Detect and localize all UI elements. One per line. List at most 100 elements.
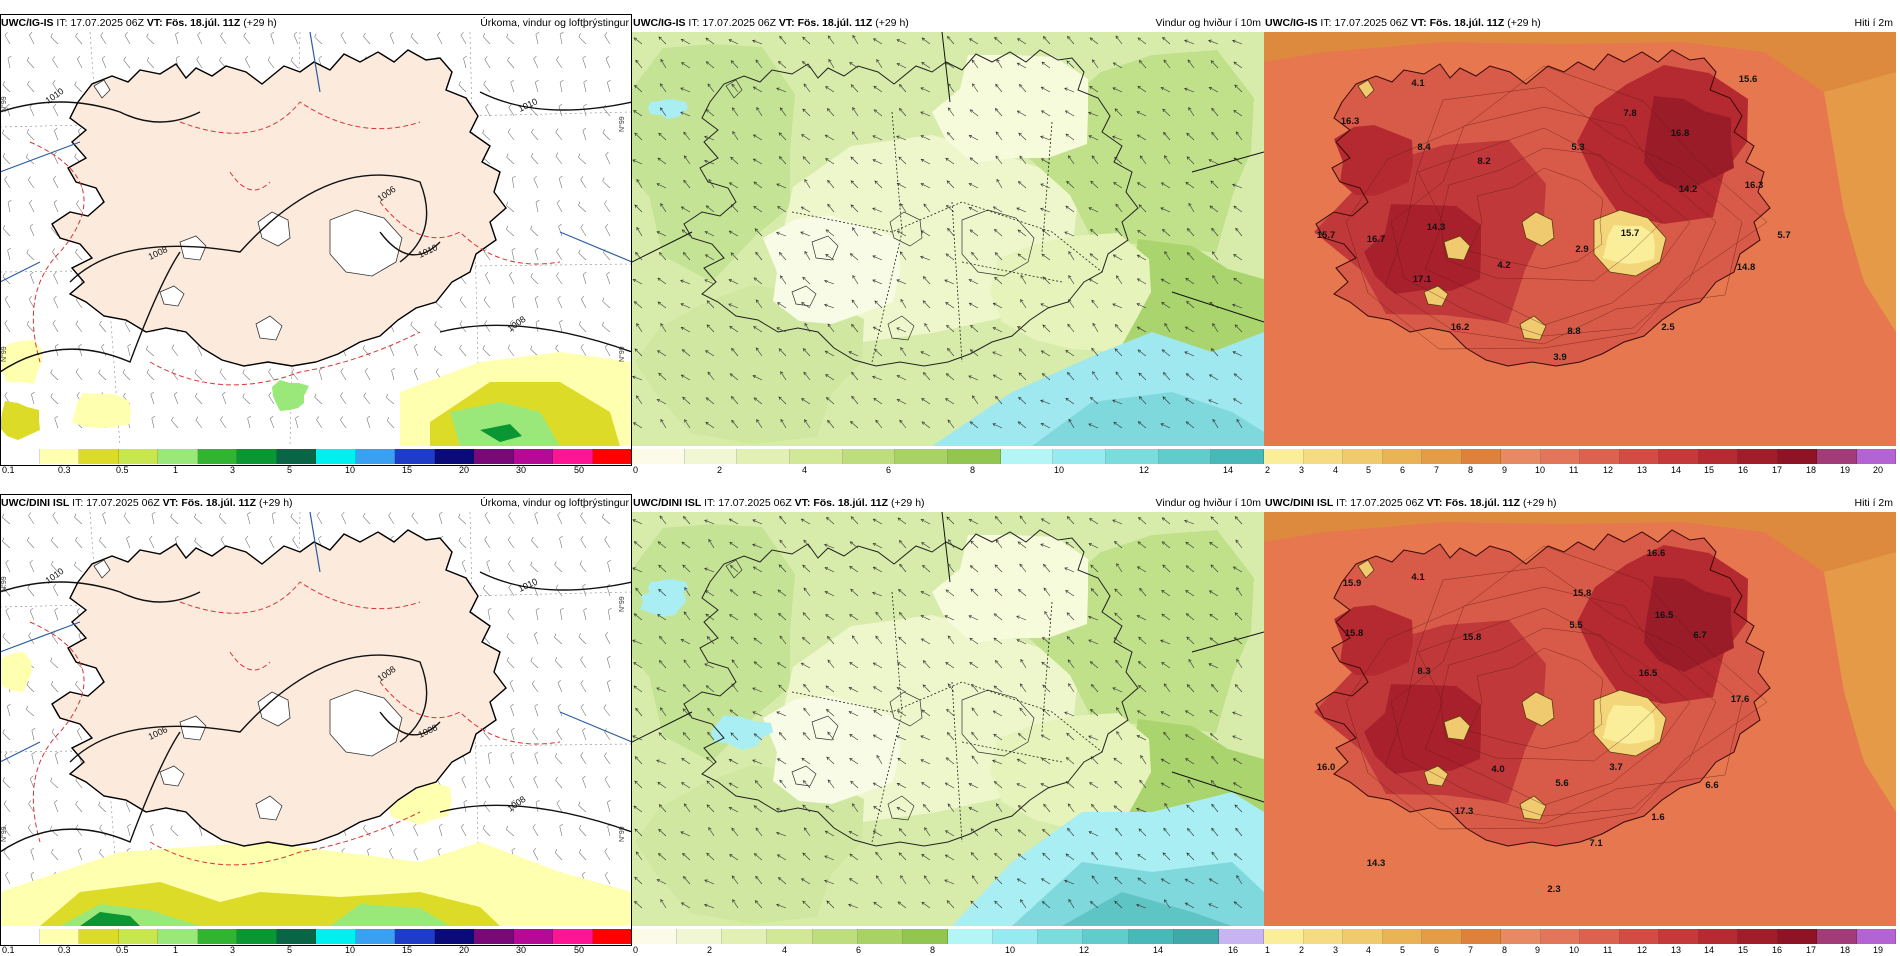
wind-arrow (1232, 351, 1243, 357)
colorbar-swatch (947, 929, 994, 944)
wind-arrow (1137, 134, 1147, 141)
wind-arrow (660, 107, 667, 117)
wind-arrow (945, 662, 955, 669)
wind-barb-flag (194, 369, 197, 374)
wind-arrow-head (777, 302, 781, 306)
glacier-outline (159, 765, 185, 787)
wind-arrow (1139, 60, 1147, 69)
wind-arrow-head (875, 419, 879, 424)
glacier-outline (329, 689, 403, 757)
wind-arrow-head (920, 158, 925, 162)
panel-temp-igis: UWC/IG-IS IT: 17.07.2025 06Z VT: Fös. 18… (1264, 14, 1896, 476)
wind-arrow-head (824, 543, 828, 547)
wind-arrow-head (752, 687, 756, 691)
iceland-land (51, 529, 507, 847)
wind-arrow (706, 300, 715, 309)
isobars (0, 571, 632, 853)
model-name: UWC/DINI ISL (1, 497, 70, 509)
wind-barb-flag (413, 847, 417, 852)
wind-arrow-head (803, 683, 807, 688)
wind-arrow-head (920, 615, 925, 619)
wind-arrow (779, 539, 787, 549)
wind-arrow (872, 135, 883, 141)
wind-arrow-head (825, 685, 829, 689)
temp-map[interactable]: 15.9 4.1 15.8 15.8 5.5 16.6 16.5 6.7 15.8 8.3 16.5… (1264, 512, 1896, 926)
wind-barb (76, 299, 83, 309)
wind-arrow-head (968, 302, 973, 306)
wind-barb-flag (559, 535, 563, 539)
colorbar-swatch (1817, 449, 1857, 464)
wind-map[interactable] (632, 32, 1264, 446)
wind-arrow-head (803, 707, 807, 712)
precip-map[interactable]: 1010 1010 1006 1008 1008 1010 N°99 N°99 N°99 N°99 (0, 32, 632, 446)
colorbar-label: 7 (1468, 945, 1474, 955)
wind-arrow (994, 853, 1003, 861)
wind-arrow (778, 396, 787, 405)
wind-arrow (1041, 423, 1051, 429)
wind-barb (198, 826, 203, 837)
init-time: 17.07.2025 06Z (1350, 497, 1424, 509)
wind-arrow (849, 758, 859, 765)
wind-arrow-head (1040, 135, 1044, 139)
wind-arrow-head (755, 875, 759, 880)
temperature-value-label: 17.3 (1455, 806, 1474, 817)
isotherm-line (1390, 106, 1717, 337)
wind-arrow-head (753, 205, 757, 210)
wind-arrow (804, 419, 811, 429)
wind-arrow (946, 205, 955, 213)
wind-arrow-head (778, 252, 783, 256)
colorbar-swatch (1422, 929, 1462, 944)
wind-arrow-head (1208, 87, 1213, 91)
wind-barb (603, 108, 611, 117)
wind-barb (558, 226, 563, 237)
wind-arrow-head (1184, 710, 1189, 714)
wind-arrow (635, 756, 643, 765)
wind-arrow (948, 539, 955, 549)
wind-barb (602, 325, 611, 333)
wind-arrow-head (731, 827, 735, 832)
glacier-outline (93, 79, 111, 99)
wind-map[interactable] (632, 512, 1264, 926)
wind-arrow (1091, 155, 1099, 165)
wind-arrow-head (968, 183, 973, 187)
temperature-contour (229, 171, 271, 191)
wind-arrow (1162, 852, 1171, 861)
wind-arrow (1020, 275, 1027, 285)
wind-arrow-head (851, 299, 855, 303)
wind-barb (363, 828, 371, 837)
wind-barb-flag (555, 776, 558, 781)
wind-arrow-head (1160, 182, 1165, 186)
temperature-value-label: 4.0 (1491, 764, 1504, 775)
wind-arrow (1160, 87, 1171, 93)
wind-arrow-head (946, 732, 951, 736)
wind-arrow (753, 733, 763, 741)
colorbar-label: 0.1 (2, 945, 15, 955)
wind-arrow (1212, 251, 1219, 261)
wind-arrow (946, 373, 955, 381)
wind-barb (580, 707, 587, 717)
colorbar-swatch (1211, 449, 1264, 464)
wind-arrow-head (1089, 86, 1093, 90)
precip-map[interactable]: 1010 1010 1008 1006 1008 1008 N°99 N°99 N°99 N°99 (0, 512, 632, 926)
wind-barb (580, 683, 587, 693)
wind-arrow-head (755, 827, 759, 832)
temp-map[interactable]: 16.3 8.4 4.1 8.2 5.3 7.8 15.6 16.8 14.2 16.3 15.7 1… (1264, 32, 1896, 446)
wind-arrow (729, 230, 739, 237)
wind-barb-flag (560, 607, 564, 611)
wind-arrow (970, 588, 979, 597)
wind-arrow (1137, 566, 1147, 573)
wind-barb (52, 251, 59, 261)
wind-arrow-head (755, 299, 759, 303)
colorbar-label: 0.1 (2, 465, 15, 475)
wind-arrow-head (779, 515, 783, 520)
wind-arrow (1116, 563, 1123, 573)
wind-arrow-head (802, 156, 807, 160)
colorbar-label: 5 (287, 945, 293, 955)
wind-barb (413, 370, 419, 381)
wind-arrow-head (827, 35, 832, 39)
wind-arrow (1090, 756, 1099, 765)
wind-arrow (657, 614, 667, 621)
colorbar-label: 14 (1153, 945, 1164, 955)
wind-barb (27, 84, 35, 93)
wind-barb-flag (482, 32, 486, 37)
